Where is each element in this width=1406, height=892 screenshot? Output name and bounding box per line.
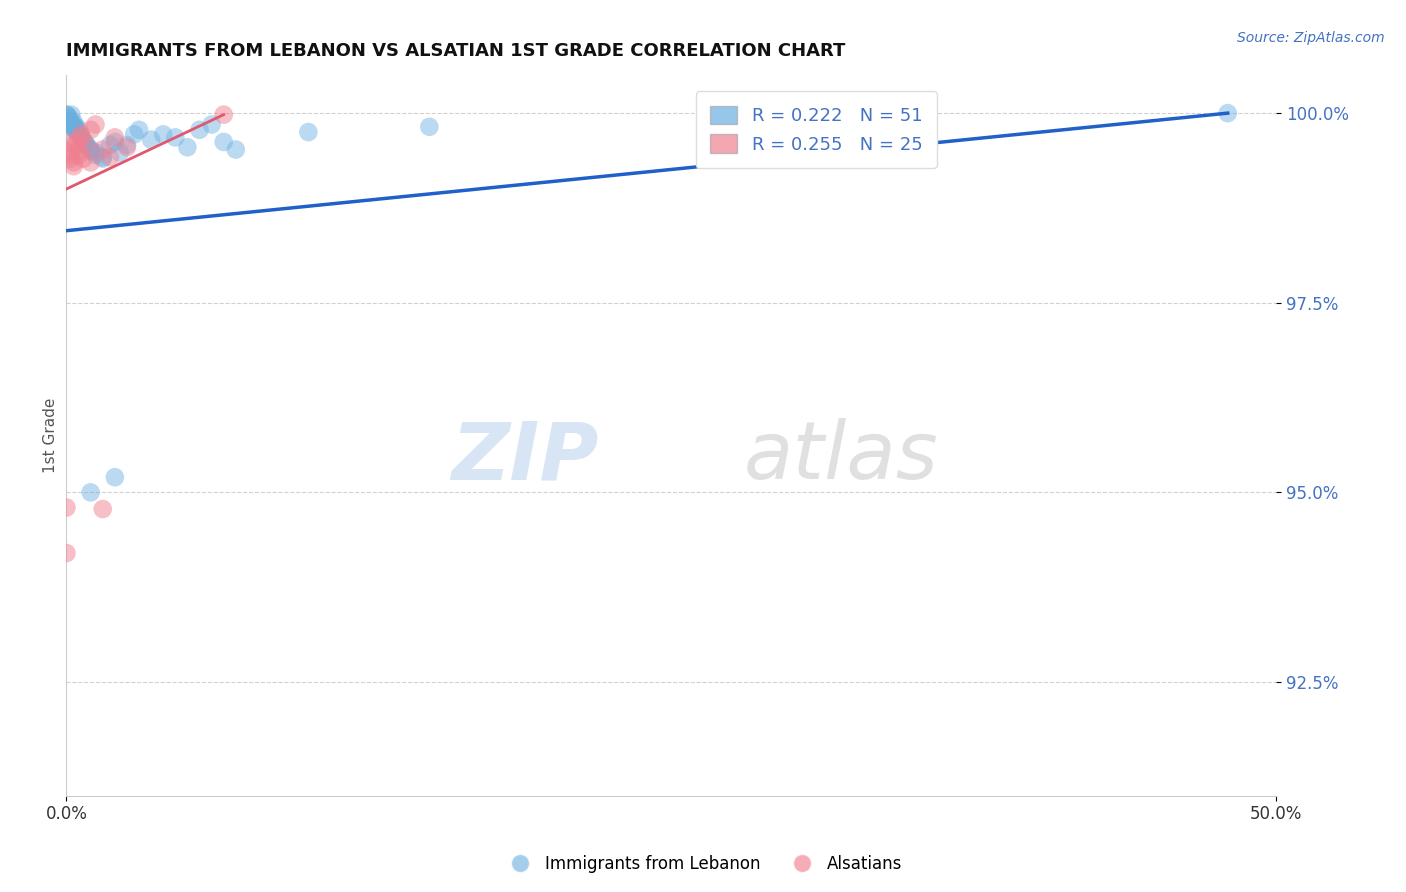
Point — [62, 159, 84, 173]
Point — [84, 118, 107, 132]
Point — [62, 120, 84, 134]
Point — [91, 502, 114, 516]
Legend: R = 0.222   N = 51, R = 0.255   N = 25: R = 0.222 N = 51, R = 0.255 N = 25 — [696, 92, 936, 168]
Point — [70, 128, 93, 143]
Point — [128, 123, 150, 137]
Point — [55, 546, 77, 560]
Y-axis label: 1st Grade: 1st Grade — [44, 398, 58, 473]
Point — [84, 145, 107, 160]
Point — [62, 155, 84, 169]
Point — [139, 133, 162, 147]
Point — [91, 152, 114, 166]
Point — [70, 128, 93, 142]
Point — [79, 143, 101, 157]
Point — [67, 148, 90, 162]
Point — [122, 128, 145, 142]
Point — [75, 138, 97, 153]
Point — [55, 108, 77, 122]
Point — [58, 136, 80, 151]
Point — [98, 150, 121, 164]
Text: ZIP: ZIP — [451, 418, 599, 496]
Point — [60, 119, 83, 133]
Point — [58, 113, 80, 128]
Point — [65, 138, 87, 153]
Point — [70, 130, 93, 145]
Point — [115, 138, 138, 153]
Point — [72, 135, 94, 149]
Legend: Immigrants from Lebanon, Alsatians: Immigrants from Lebanon, Alsatians — [496, 848, 910, 880]
Point — [58, 115, 80, 129]
Point — [91, 143, 114, 157]
Point — [58, 112, 80, 126]
Point — [55, 500, 77, 515]
Point — [104, 130, 127, 145]
Point — [62, 118, 84, 132]
Point — [79, 123, 101, 137]
Point — [65, 135, 87, 149]
Point — [84, 148, 107, 162]
Point — [70, 130, 93, 145]
Point — [65, 120, 87, 134]
Point — [152, 128, 174, 142]
Point — [79, 155, 101, 169]
Point — [60, 148, 83, 162]
Point — [297, 125, 319, 139]
Point — [188, 123, 211, 137]
Point — [65, 123, 87, 137]
Point — [75, 138, 97, 153]
Point — [62, 121, 84, 136]
Point — [115, 140, 138, 154]
Point — [58, 144, 80, 158]
Point — [58, 110, 80, 124]
Point — [67, 128, 90, 142]
Point — [104, 135, 127, 149]
Point — [108, 145, 131, 160]
Point — [212, 108, 235, 122]
Point — [212, 135, 235, 149]
Text: atlas: atlas — [744, 418, 939, 496]
Point — [79, 485, 101, 500]
Point — [176, 140, 198, 154]
Point — [72, 133, 94, 147]
Point — [67, 144, 90, 158]
Text: Source: ZipAtlas.com: Source: ZipAtlas.com — [1237, 31, 1385, 45]
Point — [77, 140, 100, 154]
Point — [418, 120, 440, 134]
Point — [780, 115, 803, 129]
Point — [60, 108, 83, 122]
Point — [165, 130, 187, 145]
Point — [72, 152, 94, 166]
Point — [98, 138, 121, 153]
Point — [67, 123, 90, 137]
Point — [60, 152, 83, 166]
Point — [79, 144, 101, 158]
Point — [60, 118, 83, 132]
Point — [1216, 106, 1239, 120]
Point — [201, 118, 224, 132]
Point — [62, 115, 84, 129]
Point — [91, 150, 114, 164]
Point — [65, 125, 87, 139]
Point — [75, 136, 97, 151]
Point — [225, 143, 247, 157]
Point — [55, 108, 77, 122]
Point — [104, 470, 127, 484]
Text: IMMIGRANTS FROM LEBANON VS ALSATIAN 1ST GRADE CORRELATION CHART: IMMIGRANTS FROM LEBANON VS ALSATIAN 1ST … — [66, 42, 846, 60]
